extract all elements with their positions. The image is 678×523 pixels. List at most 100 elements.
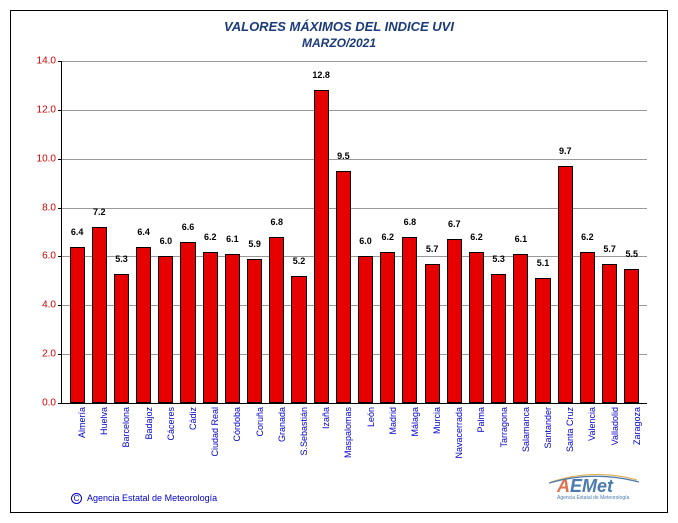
bar-value-label: 9.7 [559,146,572,156]
ytick-label: 10.0 [37,153,56,164]
bar [602,264,617,403]
bar-value-label: 6.0 [359,236,372,246]
xtick-label: Navacerrada [454,407,464,459]
logo-swoosh-icon [549,472,639,484]
bar-value-label: 5.7 [426,244,439,254]
bar-slot: 9.5Maspalomas [332,61,354,403]
bar-value-label: 5.1 [537,258,550,268]
bar [469,252,484,403]
bar-value-label: 6.8 [404,217,417,227]
plot-area: 0.02.04.06.08.010.012.014.0 6.4Almería7.… [61,61,647,404]
bar-value-label: 6.0 [160,236,173,246]
bar-slot: 6.4Badajoz [133,61,155,403]
bar-value-label: 6.2 [204,232,217,242]
bar-slot: 6.2Palma [465,61,487,403]
bar-slot: 6.2Ciudad Real [199,61,221,403]
bar-value-label: 5.2 [293,256,306,266]
bar [535,278,550,403]
bar-value-label: 6.2 [470,232,483,242]
bar [447,239,462,403]
bar-slot: 9.7Santa Cruz [554,61,576,403]
bar-value-label: 9.5 [337,151,350,161]
chart-subtitle: MARZO/2021 [11,36,667,50]
ytick-label: 8.0 [42,202,56,213]
xtick-label: Izaña [321,407,331,429]
ytick-mark [58,403,62,404]
chart-title: VALORES MÁXIMOS DEL INDICE UVI [11,19,667,34]
xtick-label: Huelva [99,407,109,435]
xtick-label: León [366,407,376,427]
xtick-label: Badajoz [144,407,154,440]
chart-container: VALORES MÁXIMOS DEL INDICE UVI MARZO/202… [10,10,668,513]
bar [70,247,85,403]
bar-slot: 5.5Zaragoza [621,61,643,403]
bar-slot: 6.0Cáceres [155,61,177,403]
bar-slot: 5.9Coruña [244,61,266,403]
bar-slot: 5.7Valladolid [599,61,621,403]
bar [225,254,240,403]
bar [291,276,306,403]
bar-value-label: 12.8 [312,70,330,80]
xtick-label: Ciudad Real [210,407,220,457]
aemet-logo: AEMet Agencia Estatal de Meteorología [557,476,637,506]
bar-slot: 12.8Izaña [310,61,332,403]
xtick-label: Tarragona [499,407,509,448]
bar-slot: 6.0León [354,61,376,403]
bar-value-label: 6.4 [71,227,84,237]
xtick-label: Cádiz [188,407,198,430]
bar-value-label: 5.7 [603,244,616,254]
bar [558,166,573,403]
logo-subtitle: Agencia Estatal de Meteorología [557,495,637,501]
bar [114,274,129,403]
bar [136,247,151,403]
xtick-label: Granada [277,407,287,442]
bar-slot: 5.2S.Sebastián [288,61,310,403]
copyright-text: Agencia Estatal de Meteorología [87,493,217,503]
bar-slot: 5.7Murcia [421,61,443,403]
bar-slot: 6.4Almería [66,61,88,403]
xtick-label: Madrid [388,407,398,435]
bar-value-label: 5.9 [248,239,261,249]
ytick-label: 0.0 [42,398,56,409]
bar-slot: 6.2Madrid [377,61,399,403]
bar-value-label: 6.1 [226,234,239,244]
bar-slot: 5.3Barcelona [110,61,132,403]
ytick-label: 12.0 [37,104,56,115]
bar [513,254,528,403]
bar [425,264,440,403]
xtick-label: Maspalomas [343,407,353,458]
bar [269,237,284,403]
bar-slot: 6.7Navacerrada [443,61,465,403]
bar [624,269,639,403]
bar [491,274,506,403]
xtick-label: Valladolid [610,407,620,445]
bar-slot: 6.8Málaga [399,61,421,403]
bar-value-label: 7.2 [93,207,106,217]
bar-value-label: 5.5 [626,249,639,259]
bars-group: 6.4Almería7.2Huelva5.3Barcelona6.4Badajo… [62,61,647,403]
bar-slot: 7.2Huelva [88,61,110,403]
xtick-label: Barcelona [121,407,131,448]
bar-value-label: 6.2 [581,232,594,242]
bar [336,171,351,403]
xtick-label: Málaga [410,407,420,437]
bar-slot: 6.8Granada [266,61,288,403]
xtick-label: Coruña [255,407,265,437]
xtick-label: Zaragoza [632,407,642,445]
bar-slot: 6.2Valencia [576,61,598,403]
ytick-label: 4.0 [42,300,56,311]
xtick-label: Palma [476,407,486,433]
bar [247,259,262,403]
xtick-label: Cáceres [166,407,176,441]
ytick-label: 14.0 [37,56,56,67]
bar-slot: 6.1Salamanca [510,61,532,403]
xtick-label: Valencia [587,407,597,441]
bar [402,237,417,403]
bar [580,252,595,403]
xtick-label: Murcia [432,407,442,434]
bar [203,252,218,403]
ytick-label: 2.0 [42,349,56,360]
bar [314,90,329,403]
bar-slot: 6.6Cádiz [177,61,199,403]
copyright: C Agencia Estatal de Meteorología [71,493,217,504]
